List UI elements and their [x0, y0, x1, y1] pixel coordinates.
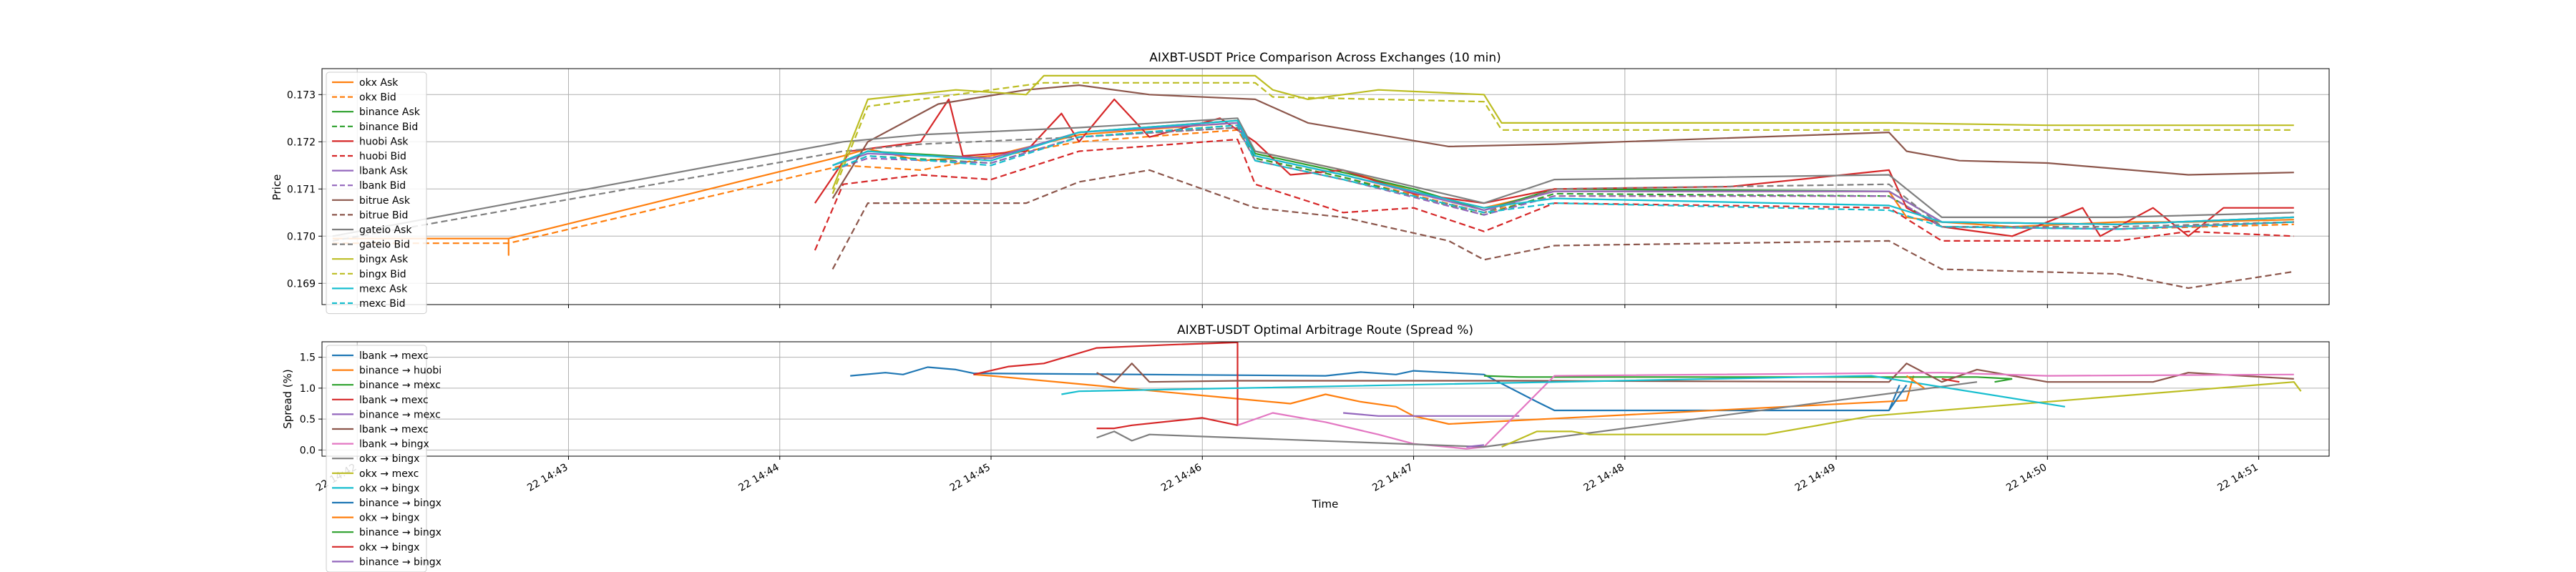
legend-label: okx → bingx	[359, 542, 419, 553]
series-line	[832, 127, 2294, 230]
price-chart-frame	[321, 68, 2330, 305]
legend-box	[326, 345, 427, 572]
legend-label: gateio Bid	[359, 240, 410, 251]
series-line	[1343, 412, 1520, 417]
price-chart: AIXBT-USDT Price Comparison Across Excha…	[270, 51, 2330, 315]
series-line	[832, 124, 2294, 230]
legend-label: lbank → mexc	[359, 350, 429, 362]
legend-label: lbank → mexc	[359, 424, 429, 435]
y-tick-label: 0.171	[287, 184, 316, 195]
spread-chart-legend: lbank → mexc binance → huobi binance → mex…	[326, 345, 441, 572]
y-tick-label: 1.5	[300, 352, 316, 364]
legend-label: okx → bingx	[359, 483, 419, 494]
price-chart-ylabel: Price	[270, 174, 283, 201]
legend-label: bingx Ask	[359, 254, 409, 265]
series-line	[832, 119, 2294, 225]
y-tick-label: 1.0	[300, 383, 316, 395]
legend-label: binance → mexc	[359, 409, 441, 420]
series-line	[1237, 372, 2294, 450]
legend-label: bitrue Ask	[359, 195, 411, 207]
series-line	[814, 138, 2294, 251]
y-tick-label: 0.172	[287, 137, 316, 148]
spread-chart-y-ticks: 0.0 0.5 1.0 1.5	[300, 352, 322, 456]
price-chart-title: AIXBT-USDT Price Comparison Across Excha…	[1149, 51, 1501, 65]
series-line	[332, 127, 2294, 242]
series-line	[1061, 375, 2066, 408]
series-line	[1994, 378, 2013, 383]
series-line	[831, 84, 2294, 199]
y-tick-label: 0.5	[300, 414, 316, 425]
series-line	[1906, 375, 1925, 389]
series-line	[831, 74, 2294, 189]
spread-chart-grid	[322, 342, 2329, 456]
series-line	[973, 341, 1239, 430]
spread-chart-xlabel: Time	[1312, 498, 1339, 511]
legend-label: binance Bid	[359, 122, 418, 133]
spread-chart-title: AIXBT-USDT Optimal Arbitrage Route (Spre…	[1177, 323, 1473, 337]
series-line	[1096, 381, 1978, 448]
x-tick-label: 22 14:47	[1370, 462, 1415, 494]
legend-label: binance Ask	[359, 107, 421, 118]
x-tick-label: 22 14:48	[1582, 462, 1626, 494]
spread-chart-frame	[321, 341, 2330, 457]
series-line	[332, 117, 2294, 237]
x-tick-label: 22 14:50	[2004, 462, 2049, 494]
series-line	[1466, 444, 1485, 448]
price-chart-x-ticks	[356, 305, 2260, 308]
legend-label: mexc Bid	[359, 298, 406, 310]
series-line	[831, 169, 2294, 289]
x-tick-label: 22 14:46	[1159, 462, 1204, 494]
y-tick-label: 0.170	[287, 231, 316, 242]
price-chart-series	[332, 74, 2294, 289]
legend-label: gateio Ask	[359, 225, 412, 236]
legend-box	[326, 72, 427, 315]
legend-label: binance → bingx	[359, 527, 441, 538]
legend-label: okx → bingx	[359, 453, 419, 465]
legend-label: binance → mexc	[359, 380, 441, 391]
series-line	[832, 119, 2294, 225]
legend-label: lbank Ask	[359, 166, 409, 177]
legend-label: lbank → bingx	[359, 439, 429, 450]
y-tick-label: 0.0	[300, 445, 316, 456]
legend-label: binance → bingx	[359, 498, 441, 509]
legend-label: mexc Ask	[359, 283, 408, 295]
legend-label: okx Ask	[359, 77, 399, 89]
spread-chart-series	[850, 341, 2302, 450]
legend-label: lbank Bid	[359, 180, 406, 192]
spread-chart: AIXBT-USDT Optimal Arbitrage Route (Spre…	[281, 323, 2330, 572]
spread-chart-ylabel: Spread (%)	[281, 369, 294, 429]
y-tick-label: 0.173	[287, 89, 316, 101]
legend-label: binance → bingx	[359, 556, 441, 568]
x-tick-label: 22 14:43	[525, 462, 570, 494]
legend-label: okx → mexc	[359, 468, 419, 480]
series-line	[1888, 384, 1908, 411]
legend-label: binance → huobi	[359, 365, 441, 377]
x-tick-label: 22 14:51	[2215, 462, 2260, 494]
x-tick-label: 22 14:44	[737, 462, 781, 494]
legend-label: huobi Ask	[359, 136, 409, 147]
series-line	[1941, 378, 1960, 383]
series-line	[814, 98, 2294, 237]
x-tick-label: 22 14:49	[1793, 462, 1838, 494]
price-chart-legend: okx Ask okx Bid binance Ask binance Bid huob…	[326, 72, 427, 315]
price-chart-grid	[322, 69, 2329, 305]
legend-label: bingx Bid	[359, 269, 406, 280]
legend-label: huobi Bid	[359, 151, 406, 162]
price-chart-y-ticks: 0.169 0.170 0.171 0.172 0.173	[287, 89, 322, 290]
legend-label: bitrue Bid	[359, 209, 408, 221]
x-tick-label: 22 14:45	[948, 462, 992, 494]
legend-label: okx Bid	[359, 92, 396, 104]
series-line	[973, 373, 1915, 425]
series-line	[1483, 375, 2013, 380]
series-line	[850, 366, 1901, 412]
series-line	[831, 82, 2294, 194]
legend-label: lbank → mexc	[359, 395, 429, 406]
series-line	[1501, 381, 2302, 448]
legend-label: okx → bingx	[359, 513, 419, 524]
y-tick-label: 0.169	[287, 278, 316, 290]
